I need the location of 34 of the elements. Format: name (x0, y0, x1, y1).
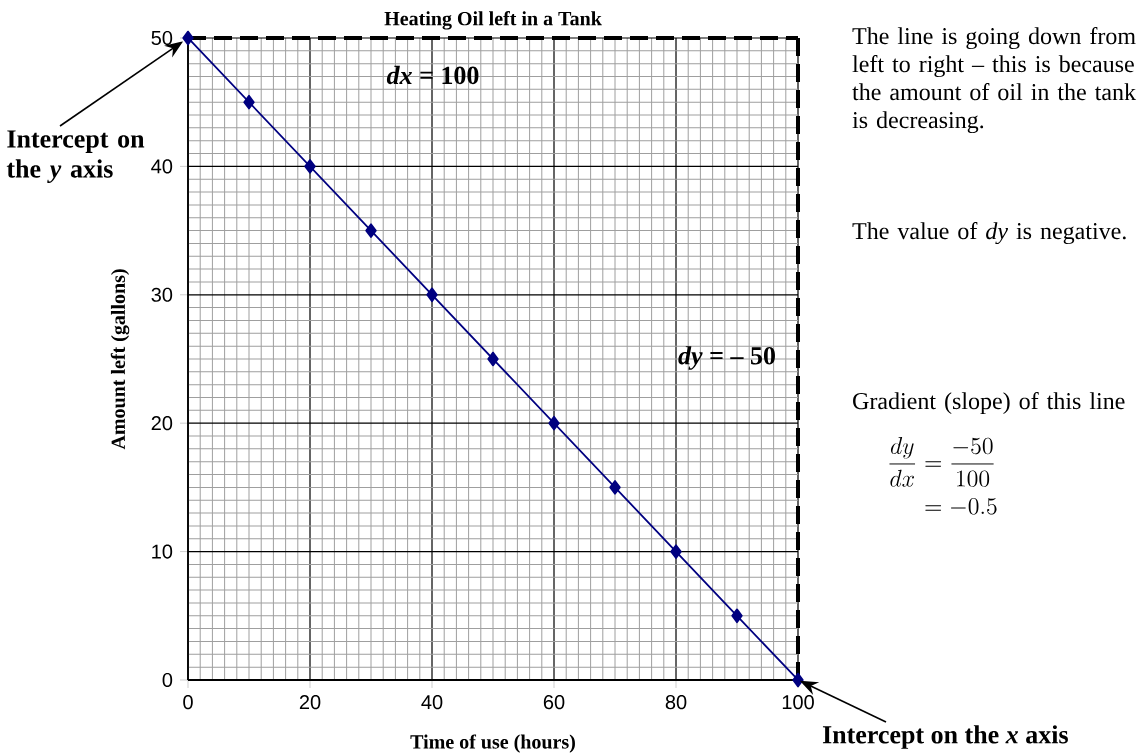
text: The value of dy is negative. (852, 222, 1126, 245)
y-tick-label: 50 (151, 30, 173, 46)
point (792, 672, 804, 688)
point (243, 94, 255, 110)
point (182, 30, 194, 46)
point (365, 223, 377, 238)
point (487, 351, 499, 367)
x-tick-label: 0 (183, 695, 193, 710)
point (609, 480, 621, 495)
text: The line is going down from left to right – this is because the amount of oil in the tank is decreasing. (852, 27, 1137, 134)
y-tick-label: 10 (152, 544, 173, 559)
point (548, 415, 560, 431)
x-tick-label: 20 (299, 695, 321, 710)
point (670, 544, 682, 559)
annotation: dx = 100 (386, 65, 479, 85)
x-axis-title: Time of use (hours) (410, 734, 575, 753)
y-axis-title: Amount left (gallons) (110, 269, 130, 450)
text: Intercept on the y axis (6, 130, 145, 184)
annotation: dy = – 50 (678, 346, 775, 370)
x-tick-label: 100 (782, 695, 814, 710)
point (304, 159, 316, 174)
y-tick-label: 30 (151, 287, 173, 302)
annotation: Intercept on the x axis (822, 725, 1068, 749)
chart-title: Heating Oil left in a Tank (384, 11, 602, 30)
point (426, 287, 438, 303)
x-tick-label: 40 (421, 695, 443, 710)
y-tick-label: 40 (151, 159, 173, 174)
x-tick-label: 60 (543, 695, 565, 710)
x-tick-label: 80 (665, 695, 687, 710)
y-tick-label: 0 (162, 672, 173, 688)
point (731, 608, 743, 624)
y-tick-label: 20 (151, 416, 173, 431)
text: $\begin{aligned}\frac{dy}{dx} &= \frac{-50}{100}\\ &= -0.5\end{aligned}$ (889, 437, 997, 515)
text: Gradient (slope) of this line (853, 392, 1125, 415)
